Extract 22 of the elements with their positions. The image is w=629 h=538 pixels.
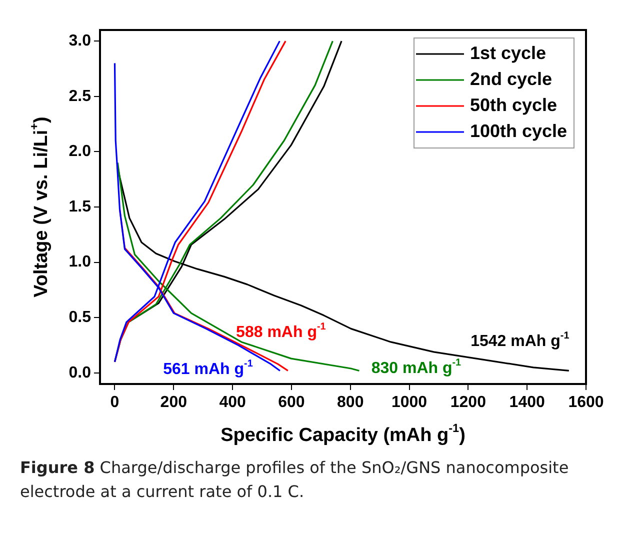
- y-tick-label: 2.0: [68, 143, 92, 160]
- y-tick-label: 1.0: [68, 254, 92, 271]
- x-tick-label: 200: [160, 394, 188, 412]
- x-tick-label: 600: [278, 394, 305, 412]
- y-tick-label: 2.5: [68, 88, 92, 105]
- x-tick-label: 0: [110, 394, 120, 412]
- legend-label: 50th cycle: [470, 94, 558, 115]
- legend-label: 1st cycle: [470, 42, 546, 63]
- x-tick-label: 1200: [450, 394, 486, 412]
- text: Figure 8 Charge/discharge profiles of the SnO₂/GNS nanocomposite electrode at a current rate of 0.1 C.: [20, 458, 569, 501]
- legend-label: 100th cycle: [470, 120, 568, 141]
- y-tick-label: 3.0: [68, 32, 92, 50]
- y-tick-label: 0.5: [68, 309, 92, 326]
- x-tick-label: 800: [337, 394, 364, 412]
- y-axis-title: Voltage (V vs. Li/Li+): [28, 116, 52, 298]
- x-tick-label: 1400: [509, 394, 545, 412]
- y-tick-label: 0.0: [68, 364, 92, 382]
- x-tick-label: 400: [219, 394, 246, 412]
- legend-label: 2nd cycle: [470, 68, 552, 89]
- x-tick-label: 1000: [391, 394, 428, 412]
- y-tick-label: 1.5: [68, 198, 92, 216]
- x-tick-label: 1600: [568, 394, 604, 412]
